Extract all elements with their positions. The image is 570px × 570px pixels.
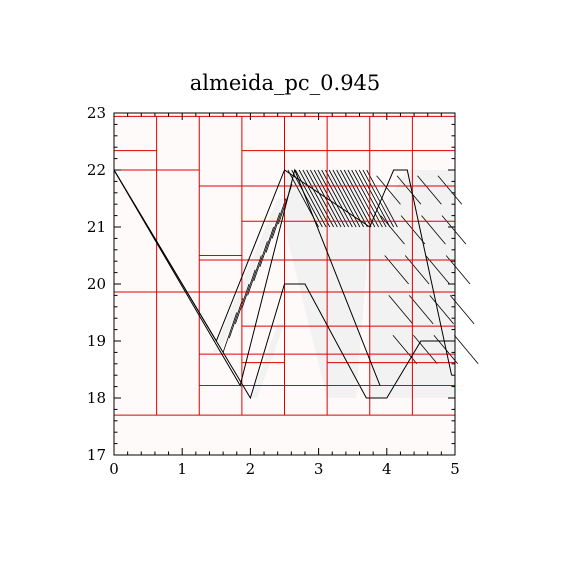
x-tick-label: 3 bbox=[314, 460, 324, 478]
band-1 bbox=[250, 323, 285, 398]
x-tick-label: 4 bbox=[382, 460, 392, 478]
y-tick-label: 21 bbox=[87, 218, 106, 236]
hatch-line bbox=[388, 295, 414, 325]
chart-title: almeida_pc_0.945 bbox=[190, 71, 381, 95]
hatch-line bbox=[441, 215, 467, 245]
hatch-line bbox=[380, 215, 405, 245]
hatch-line bbox=[413, 335, 438, 365]
y-tick-label: 20 bbox=[87, 275, 106, 293]
y-tick-label: 17 bbox=[87, 446, 106, 464]
hatch-line bbox=[241, 269, 256, 310]
hatch-line bbox=[325, 169, 357, 228]
hatch-line bbox=[408, 295, 434, 325]
x-tick-label: 2 bbox=[246, 460, 256, 478]
hatch-line bbox=[429, 295, 454, 325]
hatch-line bbox=[310, 169, 342, 228]
hatch-line bbox=[336, 169, 368, 228]
hatch-line bbox=[437, 175, 463, 205]
series-line-2 bbox=[113, 169, 370, 400]
hatch-line bbox=[332, 169, 364, 228]
hatch-line bbox=[362, 169, 394, 228]
hatch-line bbox=[454, 335, 479, 365]
hatch-line bbox=[222, 312, 238, 353]
hatch-line bbox=[358, 169, 391, 228]
y-tick-label: 22 bbox=[87, 161, 106, 179]
hatch-line bbox=[298, 169, 331, 228]
series-layer bbox=[113, 168, 455, 400]
y-tick-label: 18 bbox=[87, 389, 106, 407]
x-tick-label: 0 bbox=[109, 460, 119, 478]
hatch-line bbox=[313, 169, 346, 228]
band-hatching bbox=[222, 169, 479, 365]
hatch-line bbox=[253, 241, 268, 282]
hatch-line bbox=[295, 169, 327, 228]
hatch-line bbox=[271, 198, 287, 239]
hatch-line bbox=[400, 215, 426, 245]
hatch-line bbox=[291, 169, 323, 228]
y-tick-label: 19 bbox=[87, 332, 106, 350]
series-line-3 bbox=[369, 169, 453, 376]
hatch-line bbox=[340, 169, 372, 228]
hatch-line bbox=[265, 212, 281, 253]
y-tick-label: 23 bbox=[87, 104, 106, 122]
hatch-line bbox=[376, 175, 401, 205]
hatch-line bbox=[228, 298, 244, 339]
cell-boundaries bbox=[114, 115, 455, 416]
hatch-line bbox=[355, 169, 387, 228]
hatch-line bbox=[302, 169, 334, 228]
hatch-line bbox=[306, 169, 338, 228]
hatch-line bbox=[396, 175, 422, 205]
x-tick-label: 5 bbox=[450, 460, 460, 478]
hatch-line bbox=[417, 175, 442, 205]
hatch-line bbox=[449, 295, 475, 325]
x-tick-label: 1 bbox=[177, 460, 187, 478]
hatch-line bbox=[247, 255, 262, 296]
series-line-4 bbox=[369, 340, 455, 399]
hatch-line bbox=[421, 215, 446, 245]
hatch-line bbox=[351, 169, 383, 228]
series-line-1 bbox=[113, 168, 381, 387]
hatch-line bbox=[317, 169, 349, 228]
band-0 bbox=[212, 198, 285, 353]
